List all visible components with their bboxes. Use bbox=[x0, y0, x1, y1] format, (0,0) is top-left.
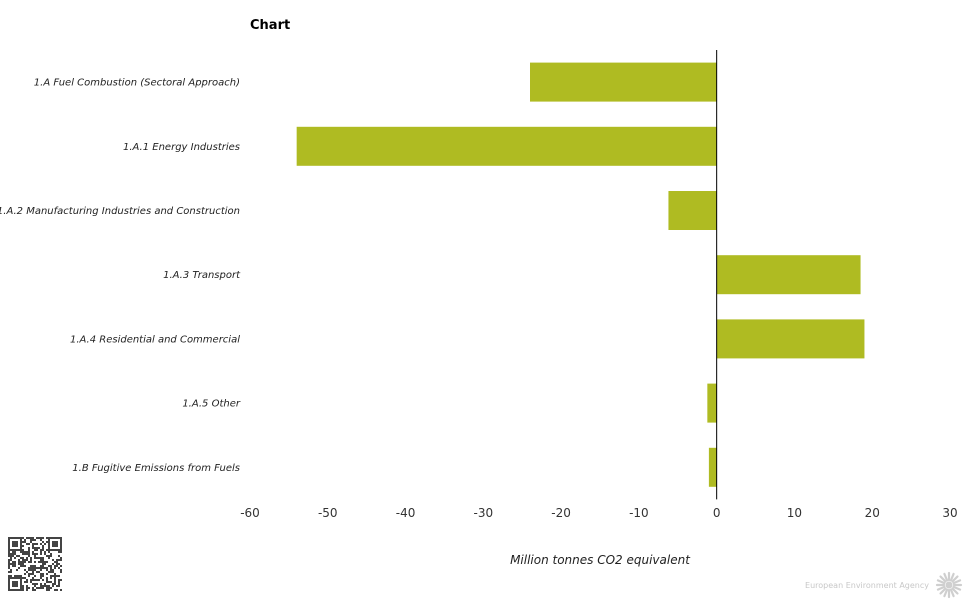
category-label: 1.B Fugitive Emissions from Fuels bbox=[72, 463, 240, 474]
category-label: 1.A.2 Manufacturing Industries and Const… bbox=[0, 206, 240, 217]
x-axis-ticks: -60 -50 -40 -30 -20 -10 0 10 20 30 bbox=[240, 506, 957, 520]
category-label: 1.A.5 Other bbox=[182, 399, 241, 410]
bar-7 bbox=[708, 447, 717, 487]
category-label: 1.A.1 Energy Industries bbox=[123, 142, 240, 153]
bar-5 bbox=[716, 319, 865, 359]
x-tick-label: 20 bbox=[865, 506, 880, 520]
bar-3 bbox=[668, 191, 717, 230]
x-axis-title: Million tonnes CO2 equivalent bbox=[510, 553, 691, 567]
x-tick-label: -30 bbox=[474, 506, 494, 520]
chart-title: Chart bbox=[250, 18, 290, 33]
x-tick-label: 10 bbox=[787, 506, 802, 520]
category-label: 1.A.3 Transport bbox=[163, 270, 241, 281]
bar-4 bbox=[716, 255, 861, 295]
footer-credit: European Environment Agency bbox=[805, 581, 929, 590]
x-tick-label: -50 bbox=[318, 506, 338, 520]
category-label: 1.A.4 Residential and Commercial bbox=[70, 334, 240, 345]
bar-6 bbox=[707, 383, 717, 423]
x-tick-label: 0 bbox=[713, 506, 721, 520]
x-tick-label: -40 bbox=[396, 506, 416, 520]
bar-2 bbox=[296, 126, 717, 166]
x-tick-label: -20 bbox=[551, 506, 571, 520]
eea-sun-logo-icon bbox=[935, 571, 963, 599]
qr-code-icon bbox=[8, 537, 62, 591]
bar-1 bbox=[530, 62, 717, 102]
x-tick-label: -10 bbox=[629, 506, 649, 520]
bars-layer bbox=[296, 62, 865, 487]
category-labels: 1.A Fuel Combustion (Sectoral Approach) 1… bbox=[0, 78, 241, 474]
x-tick-label: -60 bbox=[240, 506, 260, 520]
x-tick-label: 30 bbox=[942, 506, 957, 520]
category-label: 1.A Fuel Combustion (Sectoral Approach) bbox=[34, 78, 240, 89]
